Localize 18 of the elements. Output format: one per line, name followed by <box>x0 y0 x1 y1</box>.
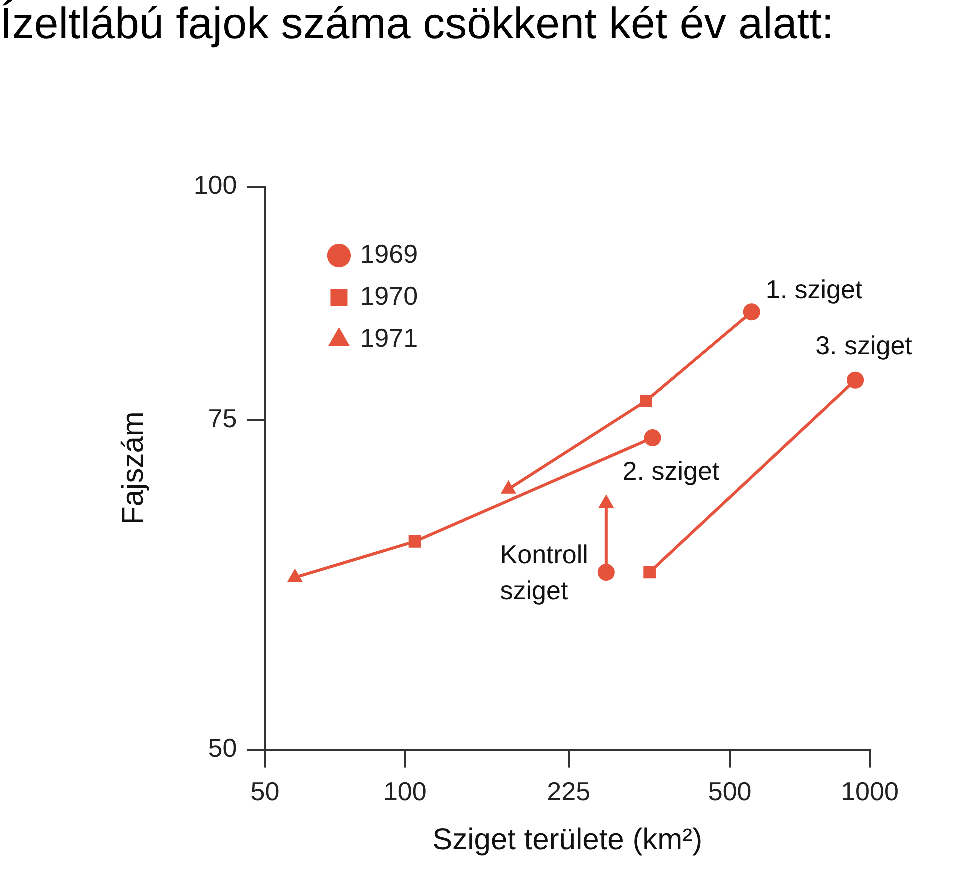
annotation: Kontroll sziget <box>500 540 588 606</box>
x-tick-label: 50 <box>250 776 280 807</box>
y-tick-label: 75 <box>208 404 238 434</box>
y-tick-label: 50 <box>208 732 238 763</box>
x-axis-title: Sziget területe (km²) <box>432 823 703 856</box>
x-tick-label: 500 <box>708 776 752 807</box>
legend-label: 1969 <box>360 238 418 269</box>
legend-label: 1970 <box>360 280 418 311</box>
y-tick-label: 100 <box>194 170 238 200</box>
x-tick-label: 225 <box>547 776 591 807</box>
annotation: 1. sziget <box>766 274 864 304</box>
chart-title: Ízeltlábú fajok száma csökkent két év alatt: <box>0 0 834 49</box>
x-tick-label: 1000 <box>841 776 899 807</box>
y-axis-title: Fajszám <box>117 412 150 525</box>
annotation: 3. sziget <box>816 330 914 360</box>
annotation: 2. sziget <box>622 456 720 486</box>
legend-label: 1971 <box>360 322 418 353</box>
x-tick-label: 100 <box>383 776 427 807</box>
